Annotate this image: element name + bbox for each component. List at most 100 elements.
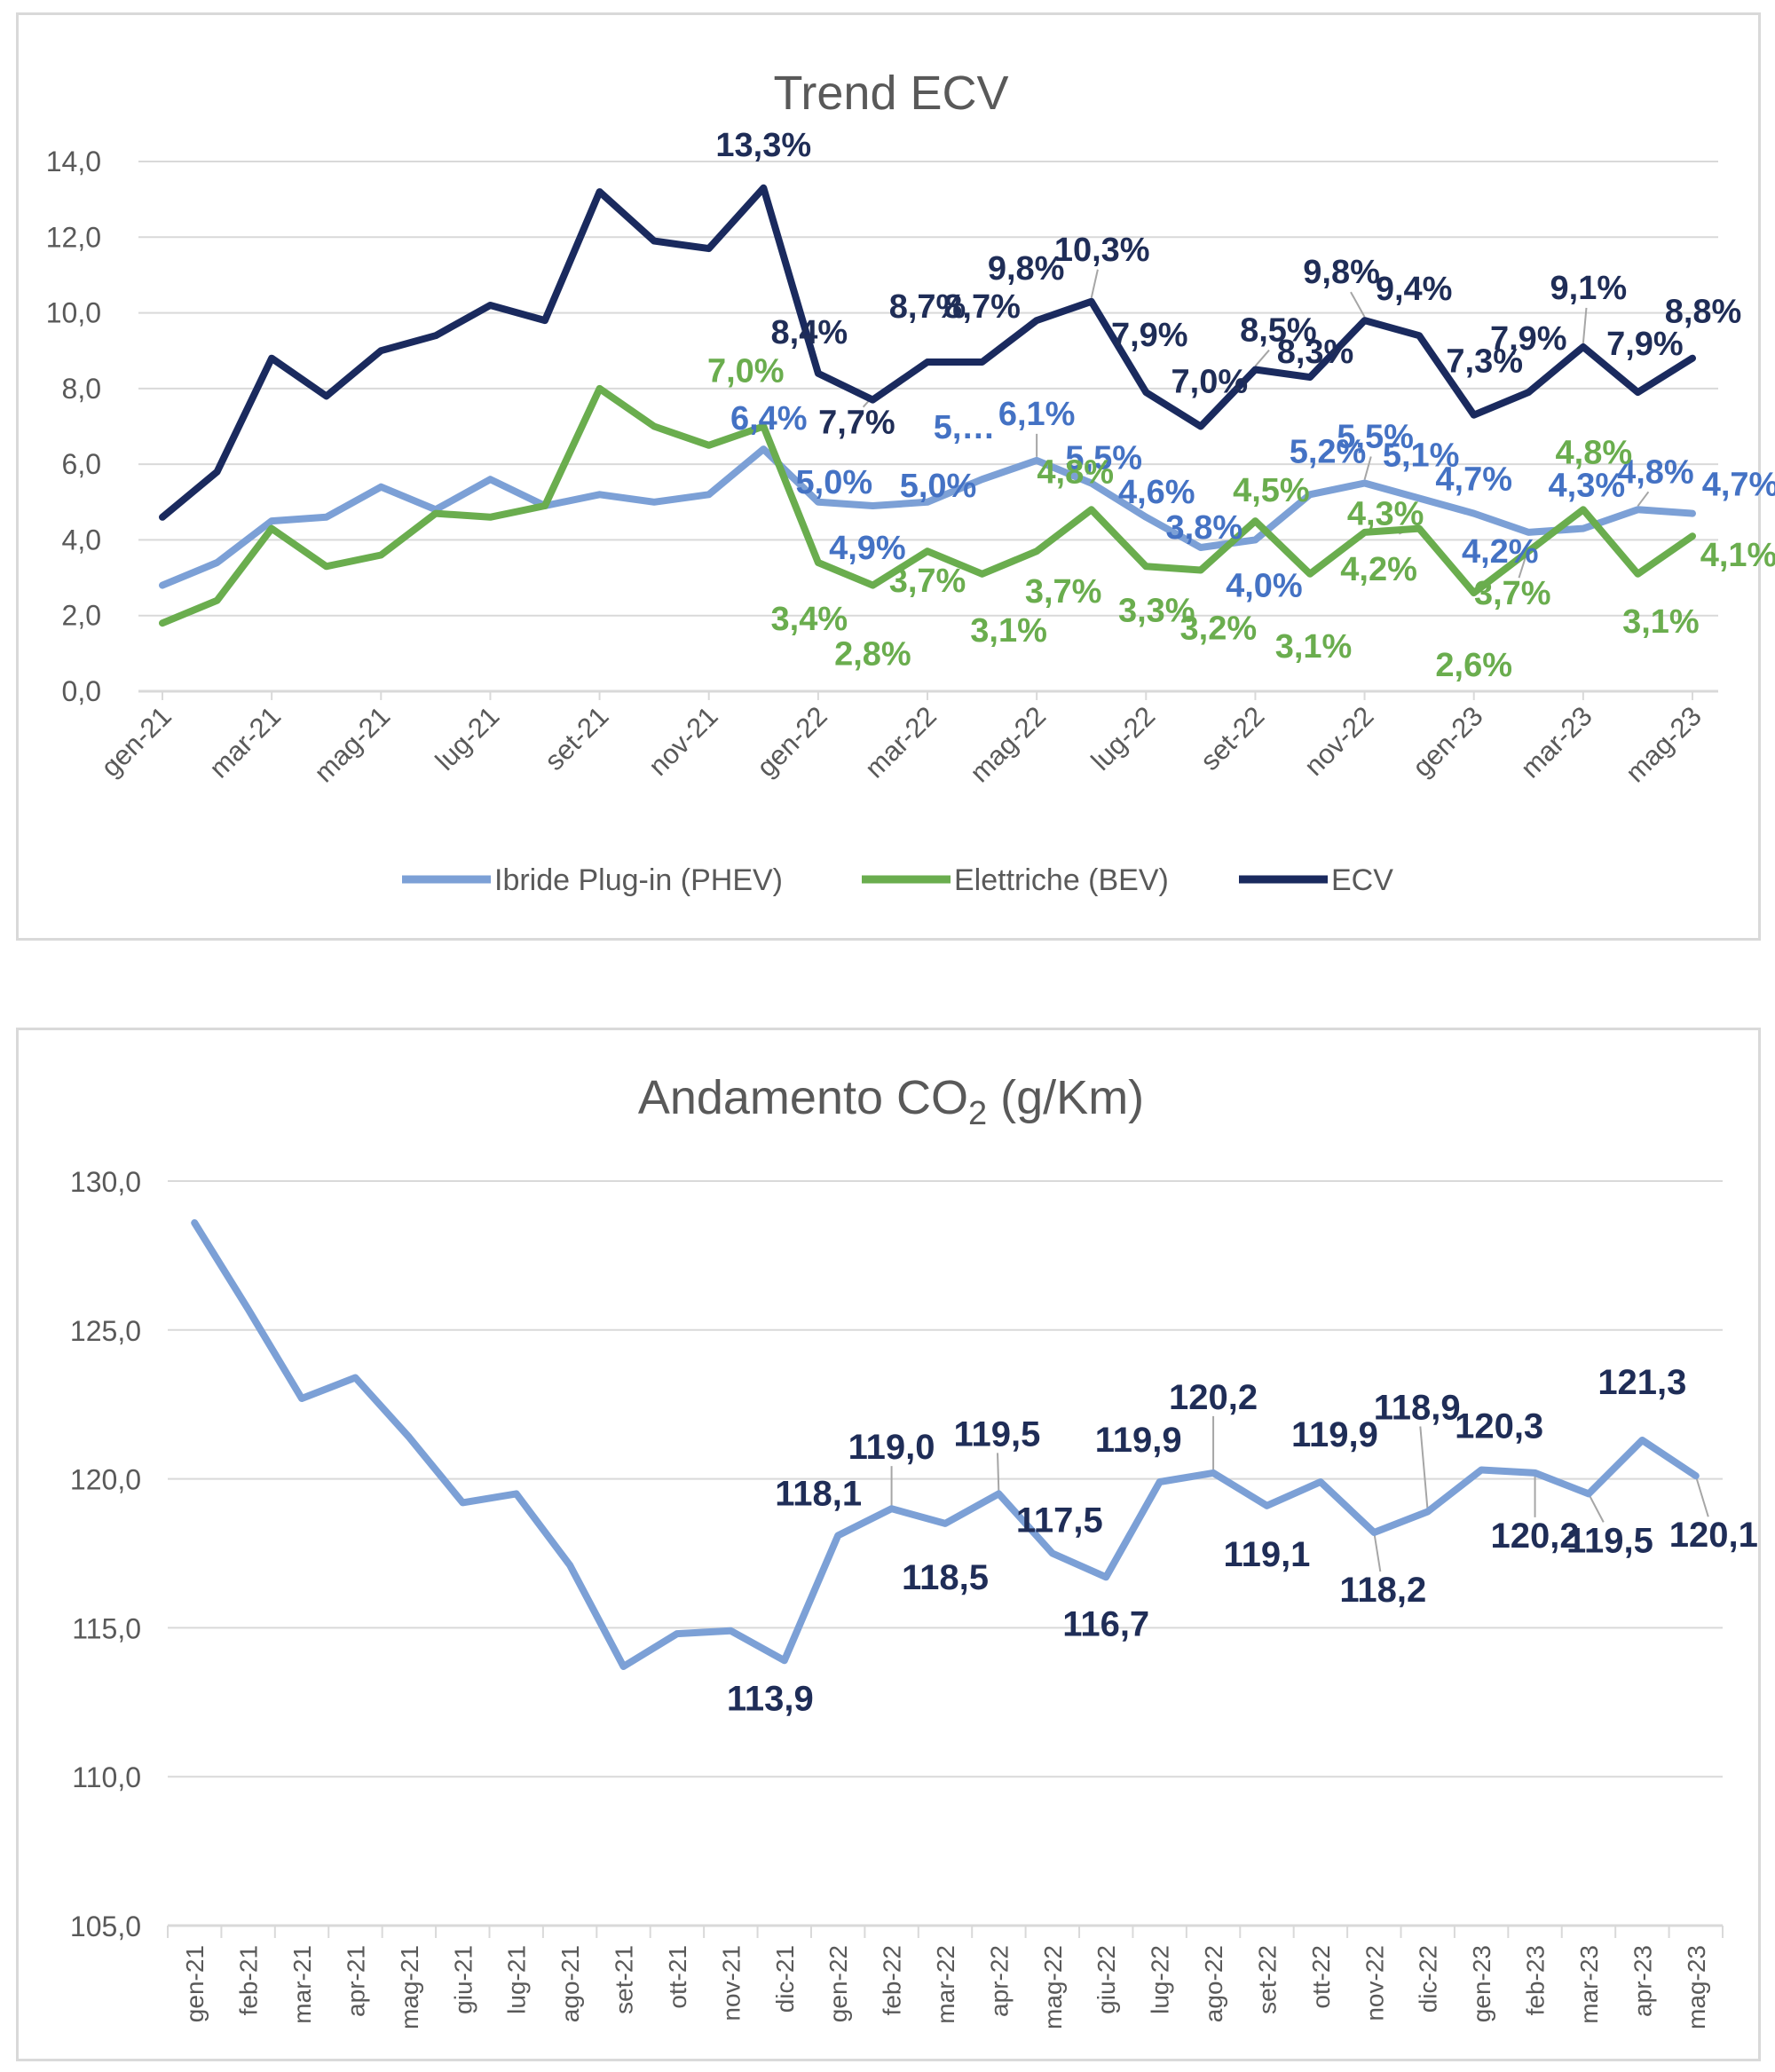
data-label-bev: 7,0%	[707, 353, 785, 390]
x-tick-label: mar-21	[288, 1945, 316, 2024]
data-label-co2: 118,9	[1374, 1389, 1461, 1428]
legend-label-phev: Ibride Plug-in (PHEV)	[494, 863, 783, 897]
x-tick-label: apr-22	[985, 1945, 1013, 2017]
leader-line	[1637, 491, 1650, 507]
x-tick-label: mag-21	[308, 700, 396, 788]
data-label-bev: 4,1%	[1700, 537, 1775, 574]
x-tick-label: nov-22	[1298, 700, 1380, 782]
x-tick-label: gen-21	[181, 1945, 209, 2022]
x-tick-label: apr-21	[342, 1945, 369, 2017]
x-tick-label: lug-22	[1085, 700, 1162, 776]
x-tick-label: mar-22	[932, 1945, 959, 2024]
y-tick-label: 8,0	[62, 373, 101, 405]
x-tick-label: gen-23	[1468, 1945, 1495, 2022]
x-tick-label: set-22	[1195, 700, 1271, 776]
legend-label-bev: Elettriche (BEV)	[954, 863, 1169, 897]
leader-line	[1419, 1426, 1429, 1512]
x-tick-label: feb-21	[235, 1945, 263, 2015]
x-tick-label: mar-22	[859, 700, 943, 784]
data-label-bev: 4,2%	[1340, 551, 1417, 588]
data-label-ecv: 9,1%	[1550, 270, 1628, 307]
x-tick-label: lug-21	[503, 1945, 531, 2014]
data-label-phev: 4,0%	[1226, 567, 1303, 604]
data-label-bev: 2,8%	[834, 636, 911, 674]
legend-label-ecv: ECV	[1331, 863, 1393, 897]
x-tick-label: gen-23	[1407, 700, 1489, 783]
data-label-bev: 3,1%	[1622, 603, 1700, 641]
x-tick-label: gen-22	[824, 1945, 852, 2022]
y-tick-label: 12,0	[46, 221, 101, 253]
chart-title-unit: (g/Km)	[987, 1071, 1144, 1124]
x-tick-label: ago-22	[1200, 1945, 1227, 2022]
data-label-co2: 119,1	[1224, 1535, 1311, 1574]
data-label-phev: 6,1%	[998, 396, 1076, 433]
data-label-phev: 4,6%	[1118, 474, 1195, 511]
data-label-bev: 4,8%	[1556, 434, 1633, 471]
x-tick-label: ott-21	[664, 1945, 691, 2009]
data-label-co2: 119,5	[1566, 1521, 1653, 1560]
leader-line	[1350, 291, 1366, 318]
trend-ecv-chart-panel: Trend ECV 0,0 2,0 4,0 6,0 8,0 10,0 12,0 14,0 ge…	[16, 12, 1775, 941]
data-label-co2: 120,2	[1490, 1517, 1579, 1556]
data-label-bev: 2,6%	[1435, 647, 1512, 684]
data-label-ecv: 10,3%	[1054, 232, 1150, 269]
data-label-bev: 4,3%	[1347, 496, 1424, 533]
x-tick-label: set-21	[611, 1945, 638, 2014]
leader-line	[1254, 349, 1270, 367]
data-label-phev: 5,0%	[796, 464, 873, 501]
data-label-ecv: 13,3%	[715, 127, 811, 164]
data-label-ecv: 8,7%	[889, 288, 966, 326]
chart-legend: Ibride Plug-in (PHEV) Elettriche (BEV) E…	[402, 863, 1393, 897]
x-tick-label: nov-21	[717, 1945, 745, 2021]
data-label-bev: 4,8%	[1037, 453, 1114, 491]
data-label-ecv: 7,7%	[818, 405, 895, 442]
trend-ecv-chart: Trend ECV 0,0 2,0 4,0 6,0 8,0 10,0 12,0 14,0 ge…	[46, 67, 1775, 897]
chart-title-subscript: 2	[968, 1095, 987, 1132]
x-tick-label: gen-22	[751, 700, 833, 783]
data-label-ecv: 7,3%	[1446, 343, 1523, 381]
data-label-ecv: 8,4%	[771, 314, 848, 351]
y-tick-label: 105,0	[70, 1910, 141, 1942]
data-label-bev: 3,7%	[1474, 575, 1551, 612]
x-tick-label: feb-23	[1522, 1945, 1550, 2015]
x-tick-label: giu-22	[1093, 1945, 1120, 2014]
y-tick-label: 10,0	[46, 297, 101, 329]
data-label-phev: 4,7%	[1702, 467, 1775, 504]
chart-title: Andamento CO2 (g/Km)	[638, 1071, 1144, 1132]
data-label-co2: 120,2	[1169, 1378, 1258, 1417]
data-label-phev: 5,5%	[1065, 439, 1142, 477]
y-tick-label: 125,0	[70, 1315, 141, 1347]
data-label-phev: 4,3%	[1549, 468, 1626, 505]
y-tick-label: 0,0	[62, 675, 101, 707]
data-label-co2: 119,0	[848, 1428, 935, 1467]
x-tick-label: lug-22	[1147, 1945, 1174, 2014]
y-tick-label: 130,0	[70, 1166, 141, 1198]
data-label-ecv: 8,7%	[943, 288, 1021, 326]
data-label-bev: 3,4%	[771, 601, 848, 638]
chart-title-main: Andamento CO	[638, 1071, 968, 1124]
data-label-co2: 117,5	[1016, 1501, 1103, 1540]
x-tick-label: set-22	[1253, 1945, 1281, 2014]
co2-chart-panel: Andamento CO2 (g/Km) 105,0 110,0 115,0 120,…	[16, 1028, 1761, 2061]
data-label-co2: 119,9	[1095, 1421, 1182, 1460]
data-label-phev: 6,4%	[730, 400, 808, 437]
data-label-co2: 120,1	[1669, 1516, 1758, 1555]
leader-line	[1090, 269, 1099, 298]
data-label-co2: 121,3	[1598, 1363, 1686, 1402]
series-line-phev	[159, 445, 1696, 589]
leader-line	[1588, 1493, 1605, 1523]
data-label-co2: 113,9	[727, 1679, 814, 1718]
data-label-co2: 118,2	[1339, 1571, 1426, 1610]
leader-line	[1373, 1532, 1382, 1572]
x-tick-label: apr-23	[1629, 1945, 1656, 2017]
data-label-co2: 116,7	[1062, 1604, 1149, 1643]
y-tick-label: 14,0	[46, 146, 101, 177]
y-tick-label: 115,0	[72, 1612, 141, 1644]
x-tick-label: lug-21	[430, 700, 506, 776]
x-tick-label: feb-22	[879, 1945, 906, 2015]
data-label-ecv: 9,4%	[1376, 271, 1453, 308]
x-tick-label: mag-21	[396, 1945, 423, 2029]
leader-line	[1363, 456, 1372, 480]
x-tick-label: mag-23	[1683, 1945, 1710, 2029]
data-label-bev: 3,7%	[1025, 573, 1102, 611]
